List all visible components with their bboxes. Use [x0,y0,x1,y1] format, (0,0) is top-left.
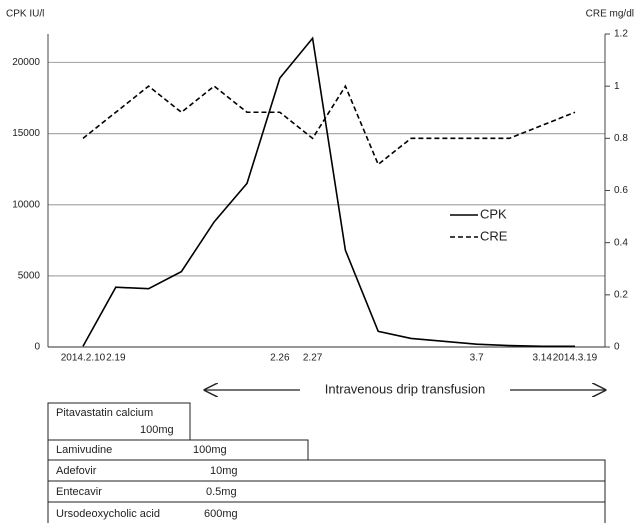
y-tick-label: 0 [34,342,40,353]
y2-tick-label: 0 [614,342,620,353]
med-dose: 100mg [193,444,227,456]
med-dose: 100mg [140,424,174,436]
legend-label: CPK [480,206,507,221]
y2-axis-label: CRE mg/dl [586,9,634,20]
x-tick-label: 2014.3.19 [553,353,598,364]
med-name: Pitavastatin calcium [56,407,153,419]
x-tick-label: 2.26 [270,353,290,364]
med-box [47,459,606,482]
x-tick-label: 2014.2.10 [61,353,106,364]
med-dose: 0.5mg [206,486,237,498]
med-name: Entecavir [56,486,102,498]
y2-tick-label: 1.2 [614,29,628,40]
med-name: Ursodeoxycholic acid [56,508,160,520]
arrow-label-bg [300,381,510,399]
y-axis-label: CPK IU/l [6,9,44,20]
med-dose: 600mg [204,508,238,520]
medication-boxes [47,402,606,523]
x-tick-label: 3.14 [532,353,552,364]
y2-tick-label: 0.8 [614,133,628,144]
transfusion-label: Intravenous drip transfusion [325,381,485,396]
y-tick-label: 5000 [18,271,41,282]
series-line [82,36,575,348]
y2-tick-label: 1 [614,81,620,92]
med-dose: 10mg [210,465,238,477]
y2-tick-label: 0.6 [614,185,628,196]
med-box [47,501,606,523]
x-tick-label: 2.19 [106,353,126,364]
y-tick-label: 10000 [12,199,40,210]
x-tick-label: 2.27 [303,353,323,364]
y2-tick-label: 0.2 [614,289,628,300]
x-tick-label: 3.7 [470,353,484,364]
legend-label: CRE [480,228,508,243]
y-tick-label: 15000 [12,128,40,139]
med-name: Adefovir [56,465,97,477]
y2-tick-label: 0.4 [614,237,628,248]
y-tick-label: 20000 [12,57,40,68]
med-name: Lamivudine [56,444,112,456]
med-box [47,480,606,503]
series-line [82,84,576,166]
